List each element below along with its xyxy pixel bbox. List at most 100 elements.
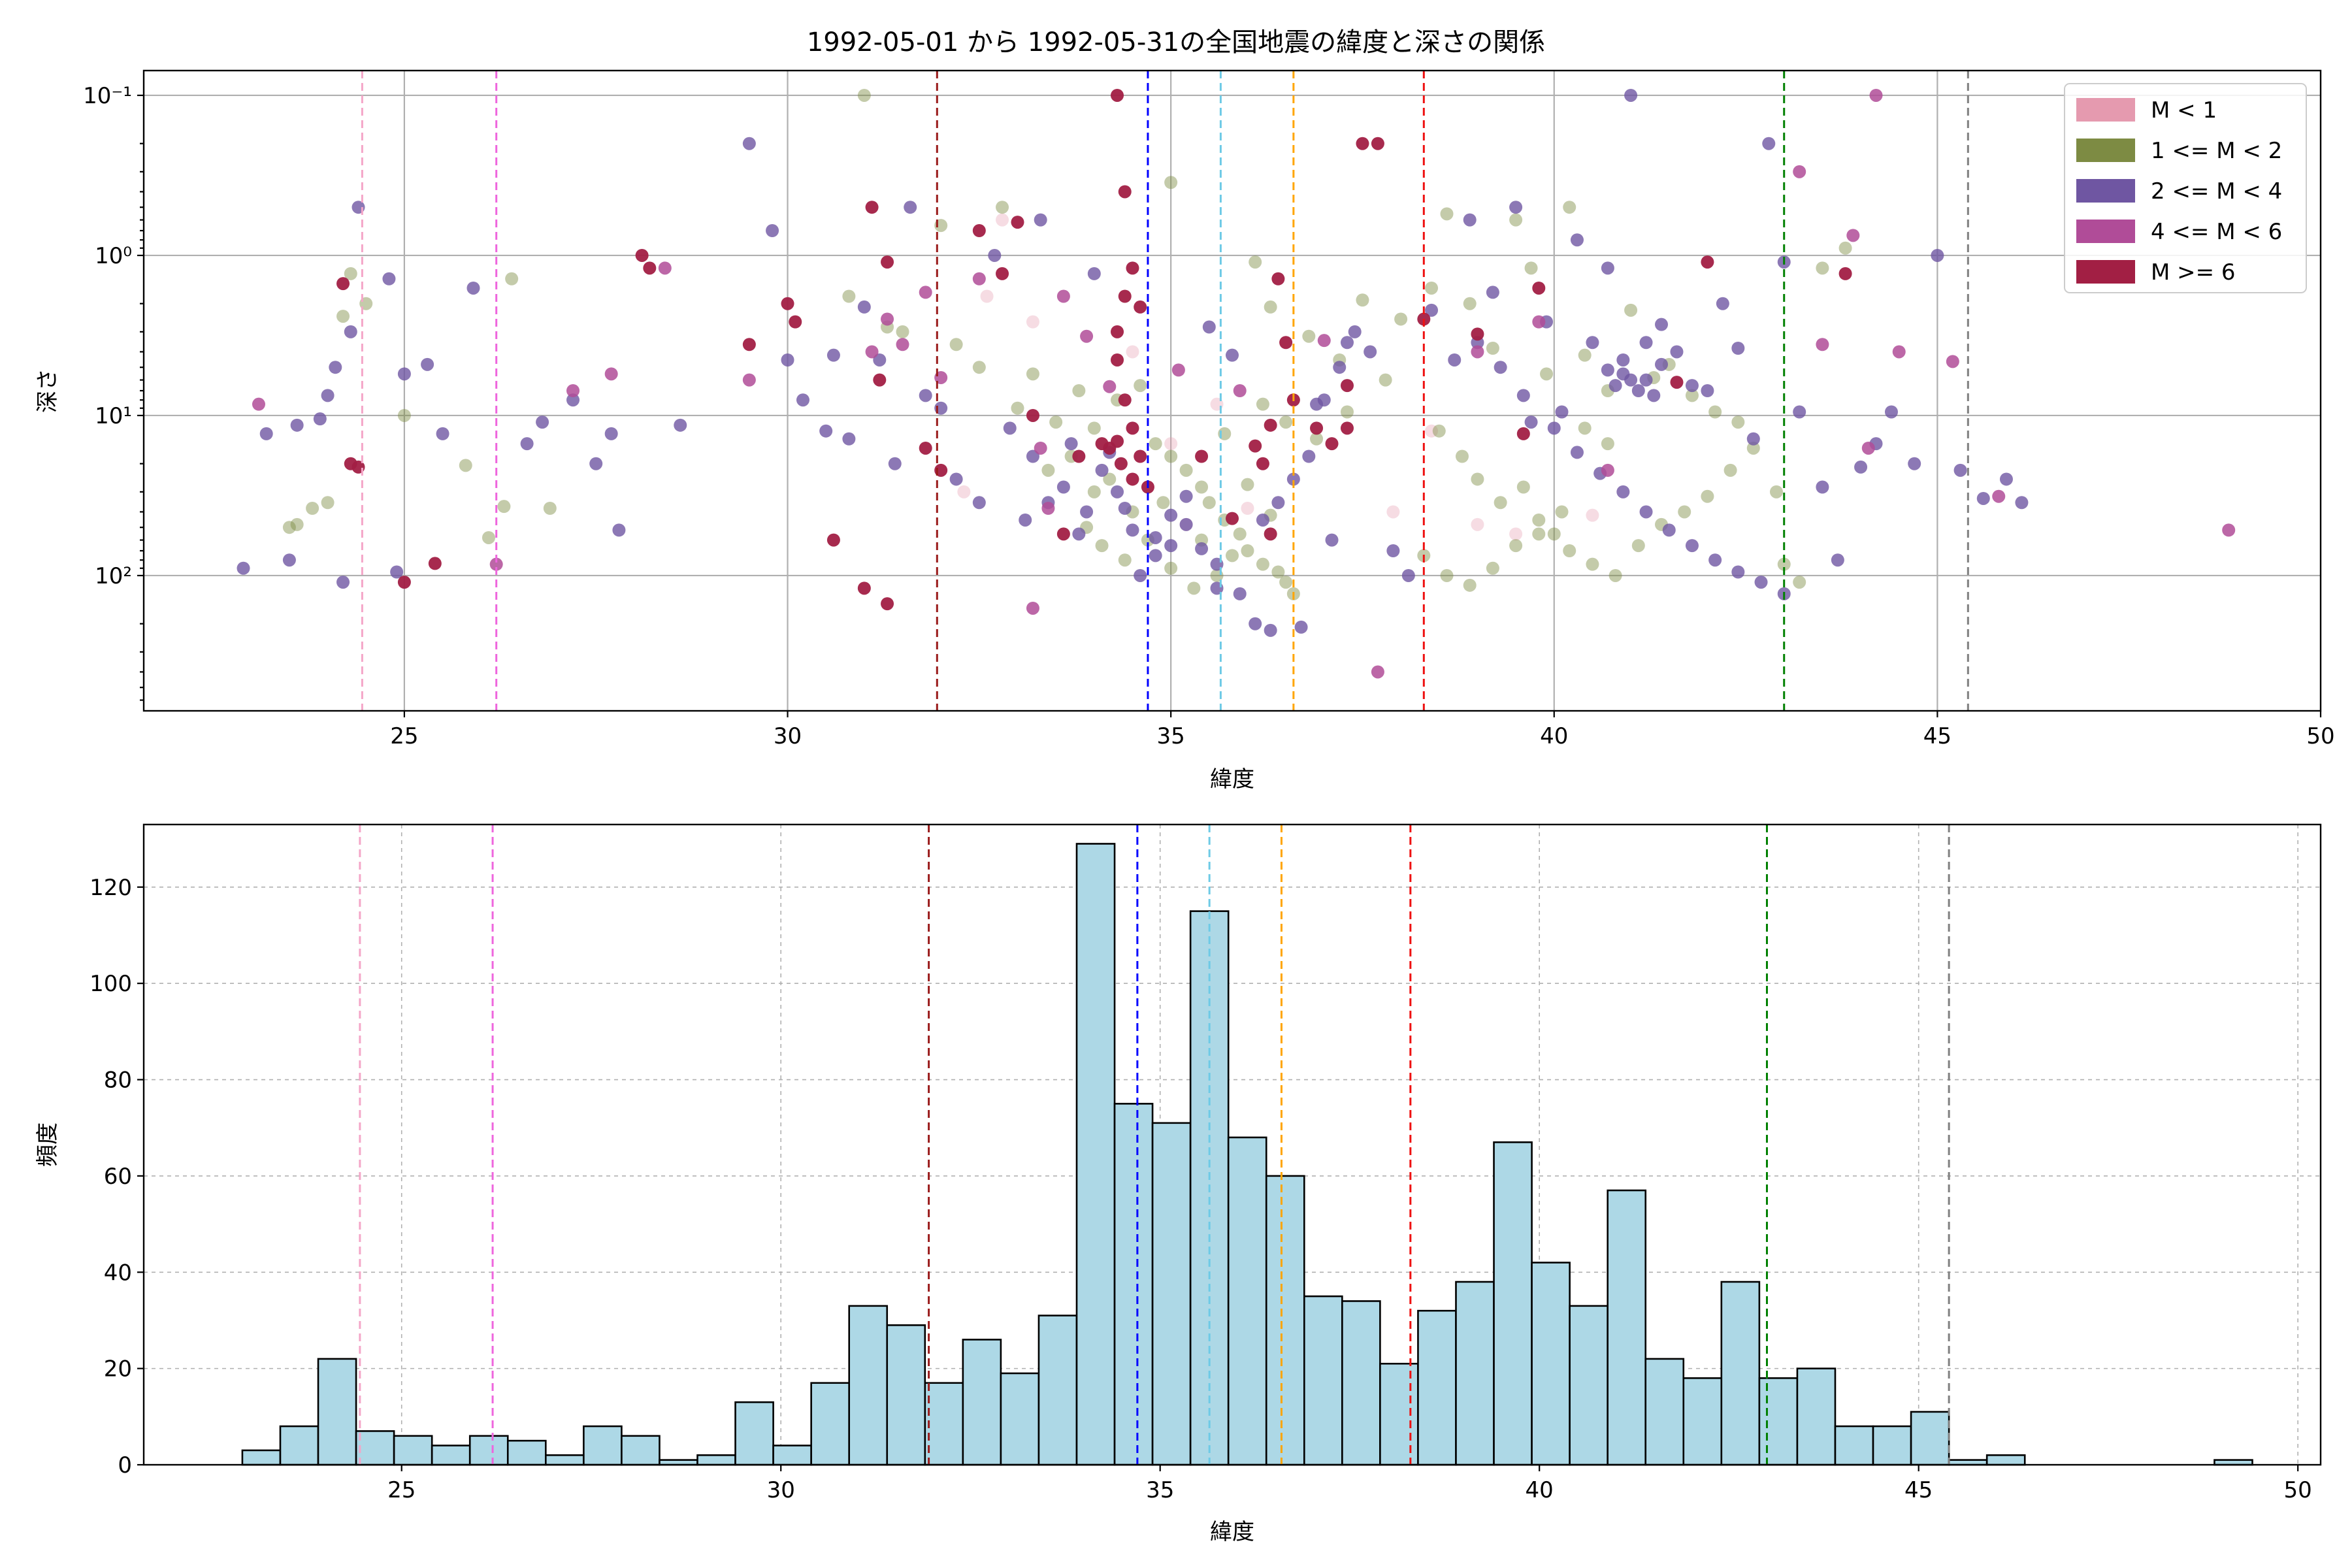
point-1-m-2-76 (1516, 480, 1530, 494)
histogram-reference-lines (359, 825, 1950, 1465)
point-m-1-5 (1386, 505, 1400, 519)
series-2-m-4 (237, 88, 2029, 637)
scatter-y-tick-label-10: 10¹ (95, 403, 132, 429)
point-m-6-48 (1516, 427, 1530, 440)
point-1-m-2-65 (1524, 261, 1538, 275)
point-2-m-4-93 (1908, 457, 1921, 470)
point-2-m-4-97 (1999, 472, 2013, 486)
point-1-m-2-96 (1486, 561, 1499, 575)
scatter-x-axis-label: 緯度 (1210, 766, 1254, 792)
point-2-m-4-116 (1333, 361, 1347, 374)
point-m-6-53 (1325, 437, 1339, 451)
point-m-6-8 (781, 297, 794, 310)
point-2-m-4-78 (1655, 318, 1669, 331)
histogram-x-axis-label: 緯度 (1210, 1519, 1254, 1545)
point-m-1-4 (1425, 424, 1439, 438)
point-1-m-2-62 (1463, 297, 1477, 310)
point-1-m-2-29 (1164, 449, 1178, 463)
point-2-m-4-72 (1570, 233, 1584, 247)
point-1-m-2-60 (1425, 281, 1439, 295)
point-1-m-2-24 (1072, 384, 1086, 397)
histogram-bar-43 (1872, 1425, 1912, 1466)
point-1-m-2-53 (1249, 255, 1262, 269)
point-m-6-39 (1279, 336, 1293, 350)
histogram-axes-frame (142, 823, 2322, 1466)
point-1-m-2-78 (1547, 527, 1561, 541)
point-1-m-2-8 (505, 272, 519, 286)
point-1-m-2-61 (1440, 207, 1454, 221)
point-1-m-2-54 (1264, 300, 1277, 314)
point-2-m-4-19 (589, 457, 603, 470)
legend-label-2-m-4: 2 <= M < 4 (2151, 178, 2282, 204)
point-1-m-2-63 (1486, 341, 1499, 355)
point-m-6-31 (1126, 472, 1139, 486)
point-1-m-2-40 (1226, 549, 1239, 563)
point-1-m-2-36 (1256, 557, 1269, 571)
scatter-y-tick-label-100: 10² (95, 563, 132, 589)
point-m-6-34 (1118, 289, 1132, 303)
point-2-m-4-68 (1509, 201, 1523, 214)
series-m-1 (957, 213, 1599, 541)
point-1-m-2-30 (1179, 463, 1193, 477)
legend-swatch-m-6 (2076, 260, 2135, 284)
point-2-m-4-67 (1486, 286, 1499, 299)
point-2-m-4-115 (1317, 393, 1331, 407)
point-2-m-4-128 (1708, 553, 1722, 567)
point-2-m-4-137 (1655, 357, 1669, 371)
point-2-m-4-59 (1325, 533, 1339, 547)
histogram-bar-27 (1265, 1175, 1305, 1466)
point-2-m-4-62 (1386, 544, 1400, 557)
histogram-bar-14 (772, 1445, 812, 1466)
chart-title: 1992-05-01 から 1992-05-31の全国地震の緯度と深さの関係 (807, 27, 1545, 57)
histogram-x-tick-label-45: 45 (1904, 1477, 1933, 1503)
point-4-m-6-6 (881, 312, 894, 326)
point-2-m-4-38 (988, 248, 1002, 262)
point-1-m-2-91 (1816, 261, 1829, 275)
scatter-x-tick-label-50: 50 (2306, 723, 2334, 749)
histogram-bar-30 (1379, 1362, 1419, 1466)
point-4-m-6-25 (1892, 345, 1906, 359)
point-2-m-4-139 (1639, 336, 1653, 350)
point-m-6-55 (1226, 512, 1239, 525)
legend-swatch-m-1 (2076, 98, 2135, 122)
point-2-m-4-119 (1494, 361, 1507, 374)
histogram-bar-21 (1037, 1315, 1078, 1466)
point-2-m-4-96 (1976, 491, 1990, 505)
point-m-6-47 (1532, 281, 1546, 295)
point-2-m-4-36 (949, 472, 963, 486)
point-2-m-4-135 (1616, 353, 1630, 367)
point-1-m-2-9 (482, 531, 495, 544)
point-2-m-4-82 (1716, 297, 1729, 310)
point-2-m-4-12 (397, 367, 411, 381)
point-2-m-4-95 (1953, 463, 1967, 477)
point-2-m-4-138 (1601, 363, 1614, 377)
point-1-m-2-113 (1685, 389, 1699, 402)
point-1-m-2-47 (1087, 485, 1101, 498)
point-1-m-2-22 (1011, 401, 1024, 415)
point-1-m-2-31 (1195, 480, 1209, 494)
point-1-m-2-84 (1678, 505, 1691, 519)
point-2-m-4-85 (1762, 137, 1776, 150)
point-2-m-4-37 (972, 496, 986, 510)
point-1-m-2-95 (1463, 578, 1477, 592)
point-2-m-4-28 (826, 348, 840, 362)
histogram-bar-8 (545, 1454, 585, 1466)
histogram-bar-15 (810, 1382, 851, 1466)
histogram-bar-40 (1758, 1377, 1799, 1466)
point-2-m-4-110 (1026, 449, 1039, 463)
point-m-6-20 (1072, 449, 1086, 463)
scatter-x-tick-label-30: 30 (774, 723, 802, 749)
point-1-m-2-115 (1731, 416, 1745, 429)
point-2-m-4-18 (566, 393, 580, 407)
point-m-6-25 (1134, 300, 1147, 314)
point-4-m-6-2 (604, 367, 618, 381)
histogram-panel: 25 30 35 40 45 50 0 20 40 60 80 100 120 緯度 頻度 (35, 823, 2322, 1545)
point-1-m-2-108 (1241, 478, 1254, 491)
scatter-y-axis-label: 深さ (35, 368, 61, 413)
scatter-panel: 25 30 35 40 45 50 10⁻¹ 10⁰ 10¹ 10² 緯度 深さ M < 1 1 <… (35, 69, 2335, 792)
point-4-m-6-33 (1601, 463, 1614, 477)
point-1-m-2-35 (1241, 544, 1254, 557)
point-2-m-4-88 (1816, 480, 1829, 494)
point-2-m-4-99 (1179, 517, 1193, 531)
point-1-m-2-68 (1578, 348, 1592, 362)
